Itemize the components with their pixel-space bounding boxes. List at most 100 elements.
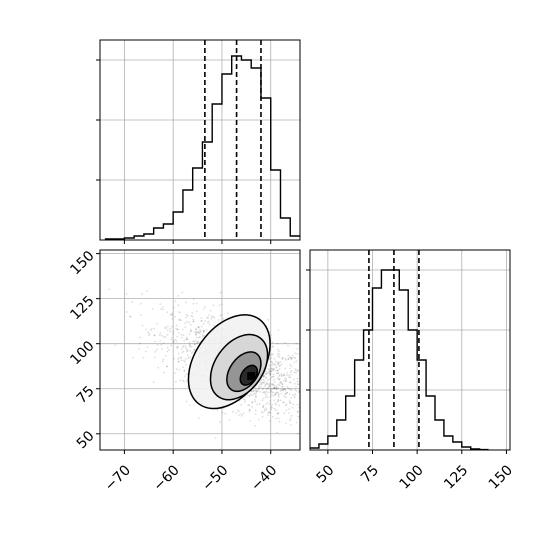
scatter-point: [314, 416, 316, 418]
scatter-point: [303, 399, 305, 401]
scatter-point: [164, 336, 167, 339]
scatter-point: [184, 363, 187, 366]
scatter-point: [273, 384, 276, 387]
scatter-point: [210, 315, 213, 318]
scatter-point: [300, 385, 302, 387]
scatter-point: [272, 369, 274, 371]
scatter-point: [166, 346, 169, 349]
scatter-point: [156, 322, 159, 325]
scatter-point: [281, 385, 284, 388]
scatter-point: [190, 328, 192, 331]
scatter-point: [277, 361, 279, 364]
scatter-point: [273, 363, 275, 366]
scatter-point: [270, 357, 272, 359]
scatter-point: [278, 356, 281, 358]
scatter-point: [146, 290, 148, 293]
scatter-point: [186, 338, 189, 340]
scatter-point: [192, 351, 194, 353]
scatter-point: [277, 387, 280, 390]
scatter-point: [199, 336, 201, 338]
scatter-point: [290, 414, 293, 417]
y-tick-label: 150: [67, 248, 97, 278]
scatter-point: [285, 403, 288, 406]
scatter-point: [199, 329, 201, 331]
scatter-point: [277, 383, 280, 386]
scatter-point: [294, 382, 297, 385]
scatter-point: [282, 356, 285, 359]
scatter-point: [269, 358, 271, 361]
scatter-point: [171, 317, 174, 320]
scatter-point: [172, 330, 174, 333]
scatter-point: [283, 388, 286, 391]
scatter-point: [278, 350, 280, 353]
scatter-point: [285, 378, 288, 381]
scatter-point: [220, 303, 223, 306]
scatter-point: [277, 371, 279, 374]
scatter-point: [164, 327, 167, 330]
axes-frame: [309, 249, 511, 451]
scatter-point: [176, 328, 179, 331]
scatter-point: [267, 367, 270, 370]
scatter-point: [197, 325, 200, 328]
scatter-point: [280, 363, 283, 366]
scatter-point: [259, 381, 262, 384]
scatter-point: [322, 392, 324, 394]
scatter-point: [283, 412, 286, 415]
scatter-point: [286, 392, 288, 394]
scatter-point: [283, 374, 286, 377]
scatter-point: [192, 318, 195, 321]
scatter-point: [289, 356, 291, 359]
scatter-point: [177, 360, 180, 363]
scatter-point: [254, 389, 256, 392]
scatter-point: [192, 340, 195, 343]
scatter-point: [303, 370, 305, 372]
histogram-step-line: [104, 55, 300, 240]
scatter-point: [296, 410, 299, 413]
scatter-point: [164, 355, 167, 357]
scatter-point: [248, 410, 251, 413]
scatter-point: [186, 320, 188, 323]
scatter-point: [254, 396, 257, 399]
scatter-point: [185, 316, 188, 319]
scatter-point: [276, 369, 279, 372]
scatter-point: [289, 363, 292, 366]
scatter-point: [289, 389, 292, 392]
scatter-point: [265, 387, 267, 390]
scatter-point: [275, 403, 278, 406]
scatter-point: [288, 412, 290, 414]
scatter-point: [248, 394, 251, 397]
scatter-point: [108, 288, 111, 291]
scatter-point: [249, 419, 252, 422]
scatter-point: [184, 326, 187, 329]
scatter-point: [277, 372, 280, 375]
scatter-point: [255, 390, 258, 392]
scatter-point: [273, 378, 276, 381]
scatter-point: [179, 319, 182, 322]
axes-frame: [99, 39, 301, 241]
scatter-point: [170, 338, 173, 341]
scatter-point: [156, 348, 158, 351]
scatter-point: [256, 390, 259, 392]
scatter-point: [302, 406, 304, 408]
scatter-point: [174, 300, 177, 303]
scatter-point: [175, 327, 177, 330]
scatter-point: [262, 387, 264, 390]
scatter-point: [201, 335, 204, 338]
scatter-point: [219, 314, 222, 317]
scatter-point: [270, 353, 273, 356]
scatter-point: [138, 342, 141, 345]
scatter-point: [154, 350, 157, 353]
scatter-point: [277, 399, 280, 402]
scatter-point: [180, 348, 183, 351]
scatter-point: [289, 419, 292, 422]
scatter-point: [161, 360, 164, 363]
scatter-point: [203, 334, 205, 337]
scatter-point: [176, 346, 179, 349]
scatter-point: [276, 401, 279, 403]
scatter-point: [276, 342, 279, 345]
scatter-point: [269, 372, 271, 375]
scatter-point: [277, 417, 280, 420]
scatter-point: [260, 379, 263, 381]
scatter-point: [277, 362, 280, 364]
scatter-point: [195, 328, 198, 331]
